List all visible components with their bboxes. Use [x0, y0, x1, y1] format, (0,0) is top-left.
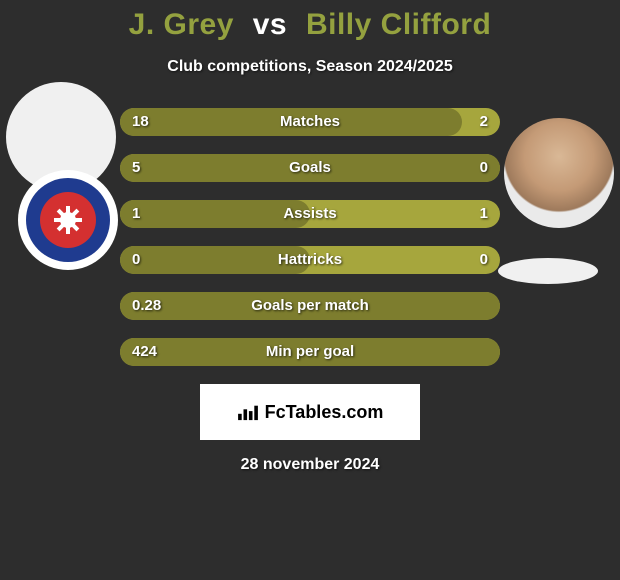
- player1-name: J. Grey: [129, 8, 234, 41]
- stat-row: 5Goals0: [120, 154, 500, 182]
- date-label: 28 november 2024: [0, 456, 620, 474]
- subtitle: Club competitions, Season 2024/2025: [0, 58, 620, 76]
- stat-label: Assists: [120, 200, 500, 228]
- stat-row: 18Matches2: [120, 108, 500, 136]
- comparison-title: J. Grey vs Billy Clifford: [0, 0, 620, 42]
- stat-label: Goals per match: [120, 292, 500, 320]
- stat-value-right: 0: [480, 246, 488, 274]
- ship-wheel-icon: [40, 192, 96, 248]
- stat-label: Min per goal: [120, 338, 500, 366]
- bars-icon: [237, 403, 259, 421]
- stat-row: 0.28Goals per match: [120, 292, 500, 320]
- stat-label: Goals: [120, 154, 500, 182]
- player1-club-crest: [18, 170, 118, 270]
- stat-row: 0Hattricks0: [120, 246, 500, 274]
- player2-name: Billy Clifford: [306, 8, 491, 41]
- player2-club-crest: [498, 258, 598, 284]
- stat-value-right: 0: [480, 154, 488, 182]
- brand-label: FcTables.com: [265, 402, 384, 423]
- stat-value-right: 1: [480, 200, 488, 228]
- vs-label: vs: [253, 8, 287, 41]
- stat-row: 1Assists1: [120, 200, 500, 228]
- brand-box: FcTables.com: [200, 384, 420, 440]
- stat-label: Hattricks: [120, 246, 500, 274]
- player2-avatar: [504, 118, 614, 228]
- stat-row: 424Min per goal: [120, 338, 500, 366]
- crest-circle: [26, 178, 110, 262]
- stat-label: Matches: [120, 108, 500, 136]
- stat-value-right: 2: [480, 108, 488, 136]
